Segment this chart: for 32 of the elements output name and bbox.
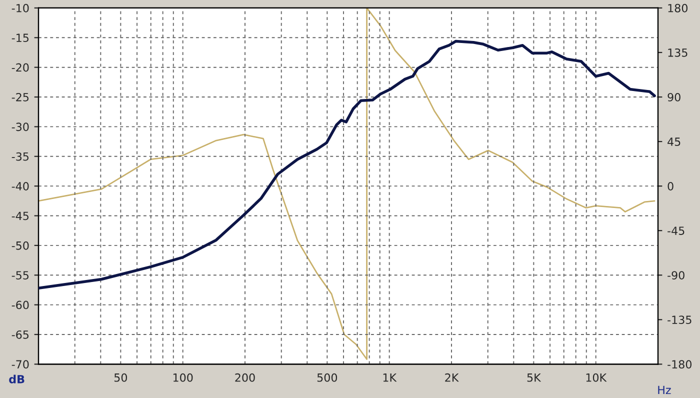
y-tick-label: -50 (12, 241, 29, 250)
x-axis-title: Hz (658, 386, 671, 394)
y2-tick-label: -90 (668, 271, 684, 280)
x-tick-label: 2K (445, 373, 459, 382)
y2-tick-label: -180 (668, 360, 692, 369)
y-tick-label: -15 (12, 34, 28, 42)
y-axis-title: dB (9, 374, 24, 384)
y2-tick-label: -45 (668, 226, 684, 235)
y-tick-label: -60 (12, 300, 29, 310)
x-tick-label: 5K (527, 374, 542, 382)
x-tick-label: 10K (586, 373, 607, 382)
y-tick-label: -35 (12, 152, 28, 161)
y-tick-label: -55 (12, 271, 28, 280)
x-tick-label: 100 (173, 373, 193, 382)
y-tick-label: -20 (12, 63, 29, 72)
y2-tick-label: 0 (668, 182, 674, 190)
y-tick-label: -70 (12, 360, 29, 369)
y2-tick-label: 45 (668, 138, 680, 146)
y-tick-label: -10 (12, 4, 29, 12)
y-tick-label: -25 (12, 92, 28, 102)
y-tick-label: -30 (12, 122, 29, 132)
y-tick-label: -40 (12, 182, 29, 190)
y2-tick-label: 135 (668, 48, 688, 57)
y2-tick-label: -135 (668, 316, 692, 324)
y2-tick-label: 90 (668, 92, 680, 102)
y2-tick-label: 180 (668, 4, 688, 12)
x-tick-label: 1K (383, 374, 397, 382)
x-tick-label: 200 (235, 373, 255, 382)
x-tick-label: 500 (317, 373, 338, 382)
y-tick-label: -45 (12, 212, 28, 220)
x-tick-label: 50 (114, 373, 128, 382)
y-tick-label: -65 (12, 330, 28, 339)
